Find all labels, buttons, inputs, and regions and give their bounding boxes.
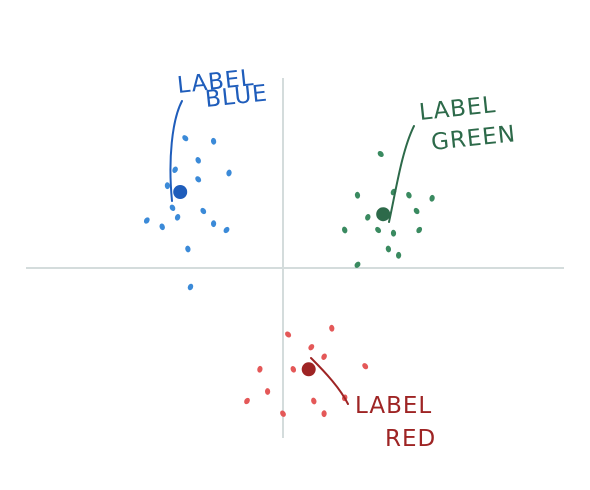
red-point xyxy=(244,397,250,405)
blue-point xyxy=(172,166,178,174)
blue-leader-line xyxy=(169,100,183,202)
green-leader-line xyxy=(388,125,415,223)
red-leader-line xyxy=(310,357,349,405)
green-point xyxy=(375,226,382,234)
red-point xyxy=(285,331,292,338)
blue-point xyxy=(195,157,201,164)
green-point xyxy=(377,150,384,158)
green-centroid-marker xyxy=(376,207,391,222)
green-point xyxy=(385,245,392,253)
axes xyxy=(26,78,564,438)
green-point xyxy=(395,251,402,259)
red-point xyxy=(308,344,315,351)
blue-point xyxy=(185,245,191,253)
green-point xyxy=(342,226,348,234)
red-point xyxy=(290,366,297,373)
green-point xyxy=(406,191,412,199)
green-point xyxy=(354,261,361,268)
label-leader-lines xyxy=(169,100,415,405)
blue-point xyxy=(195,176,202,183)
blue-point xyxy=(223,226,230,234)
blue-point xyxy=(159,223,165,231)
blue-point xyxy=(210,220,217,228)
blue-point xyxy=(164,182,171,190)
red-point xyxy=(329,324,335,332)
red-point xyxy=(257,365,263,373)
green-point xyxy=(429,194,435,202)
green-point xyxy=(413,207,420,215)
red-point xyxy=(264,388,271,395)
blue-label-line-2: BLUE xyxy=(204,81,269,113)
blue-point xyxy=(187,283,194,291)
red-point xyxy=(362,363,369,370)
red-point xyxy=(321,353,327,360)
green-point xyxy=(390,229,397,237)
cluster-centroids xyxy=(173,185,391,377)
red-label-line-1: LABEL xyxy=(355,393,432,419)
red-label-line-2: RED xyxy=(385,426,436,452)
blue-point xyxy=(200,207,207,215)
blue-point xyxy=(174,213,181,221)
red-point xyxy=(280,410,286,417)
blue-point xyxy=(226,169,232,177)
green-label-line-1: LABEL xyxy=(418,92,497,126)
green-point xyxy=(365,213,371,221)
blue-point xyxy=(210,137,217,145)
green-point xyxy=(354,191,361,199)
data-points xyxy=(143,135,435,418)
red-point xyxy=(311,397,317,405)
red-point xyxy=(321,410,327,418)
green-label-line-2: GREEN xyxy=(430,121,517,156)
blue-point xyxy=(169,204,176,212)
red-centroid-marker xyxy=(301,362,316,377)
green-point xyxy=(416,226,423,234)
blue-point xyxy=(143,217,150,224)
blue-centroid-marker xyxy=(173,185,188,199)
blue-point xyxy=(182,135,189,142)
